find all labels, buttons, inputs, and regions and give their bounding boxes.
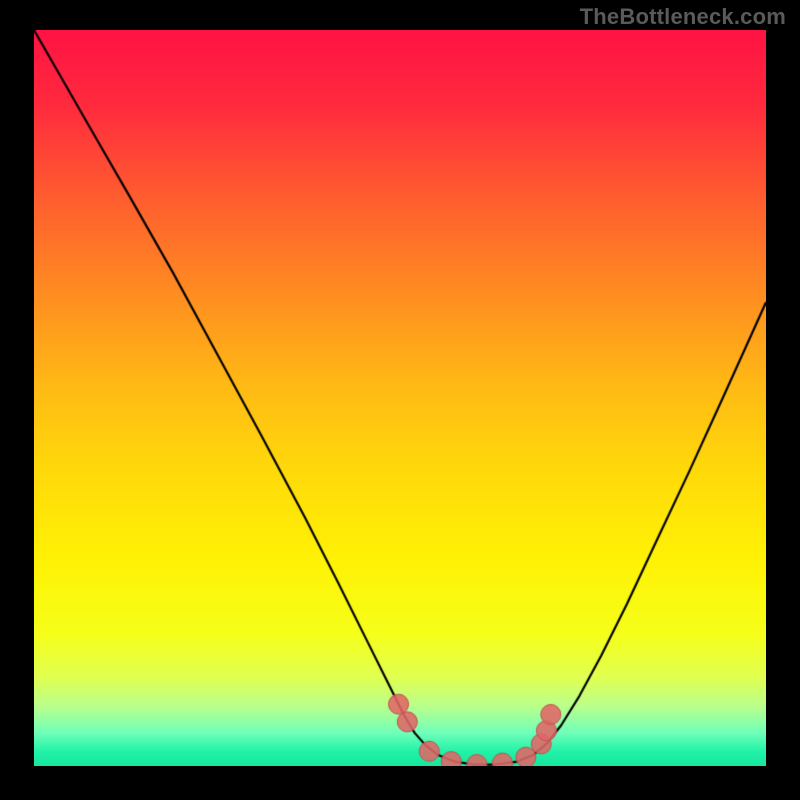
watermark-text: TheBottleneck.com xyxy=(580,4,786,30)
bottleneck-curve-layer xyxy=(34,30,766,766)
plot-area xyxy=(34,30,766,766)
figure-frame: TheBottleneck.com xyxy=(0,0,800,800)
